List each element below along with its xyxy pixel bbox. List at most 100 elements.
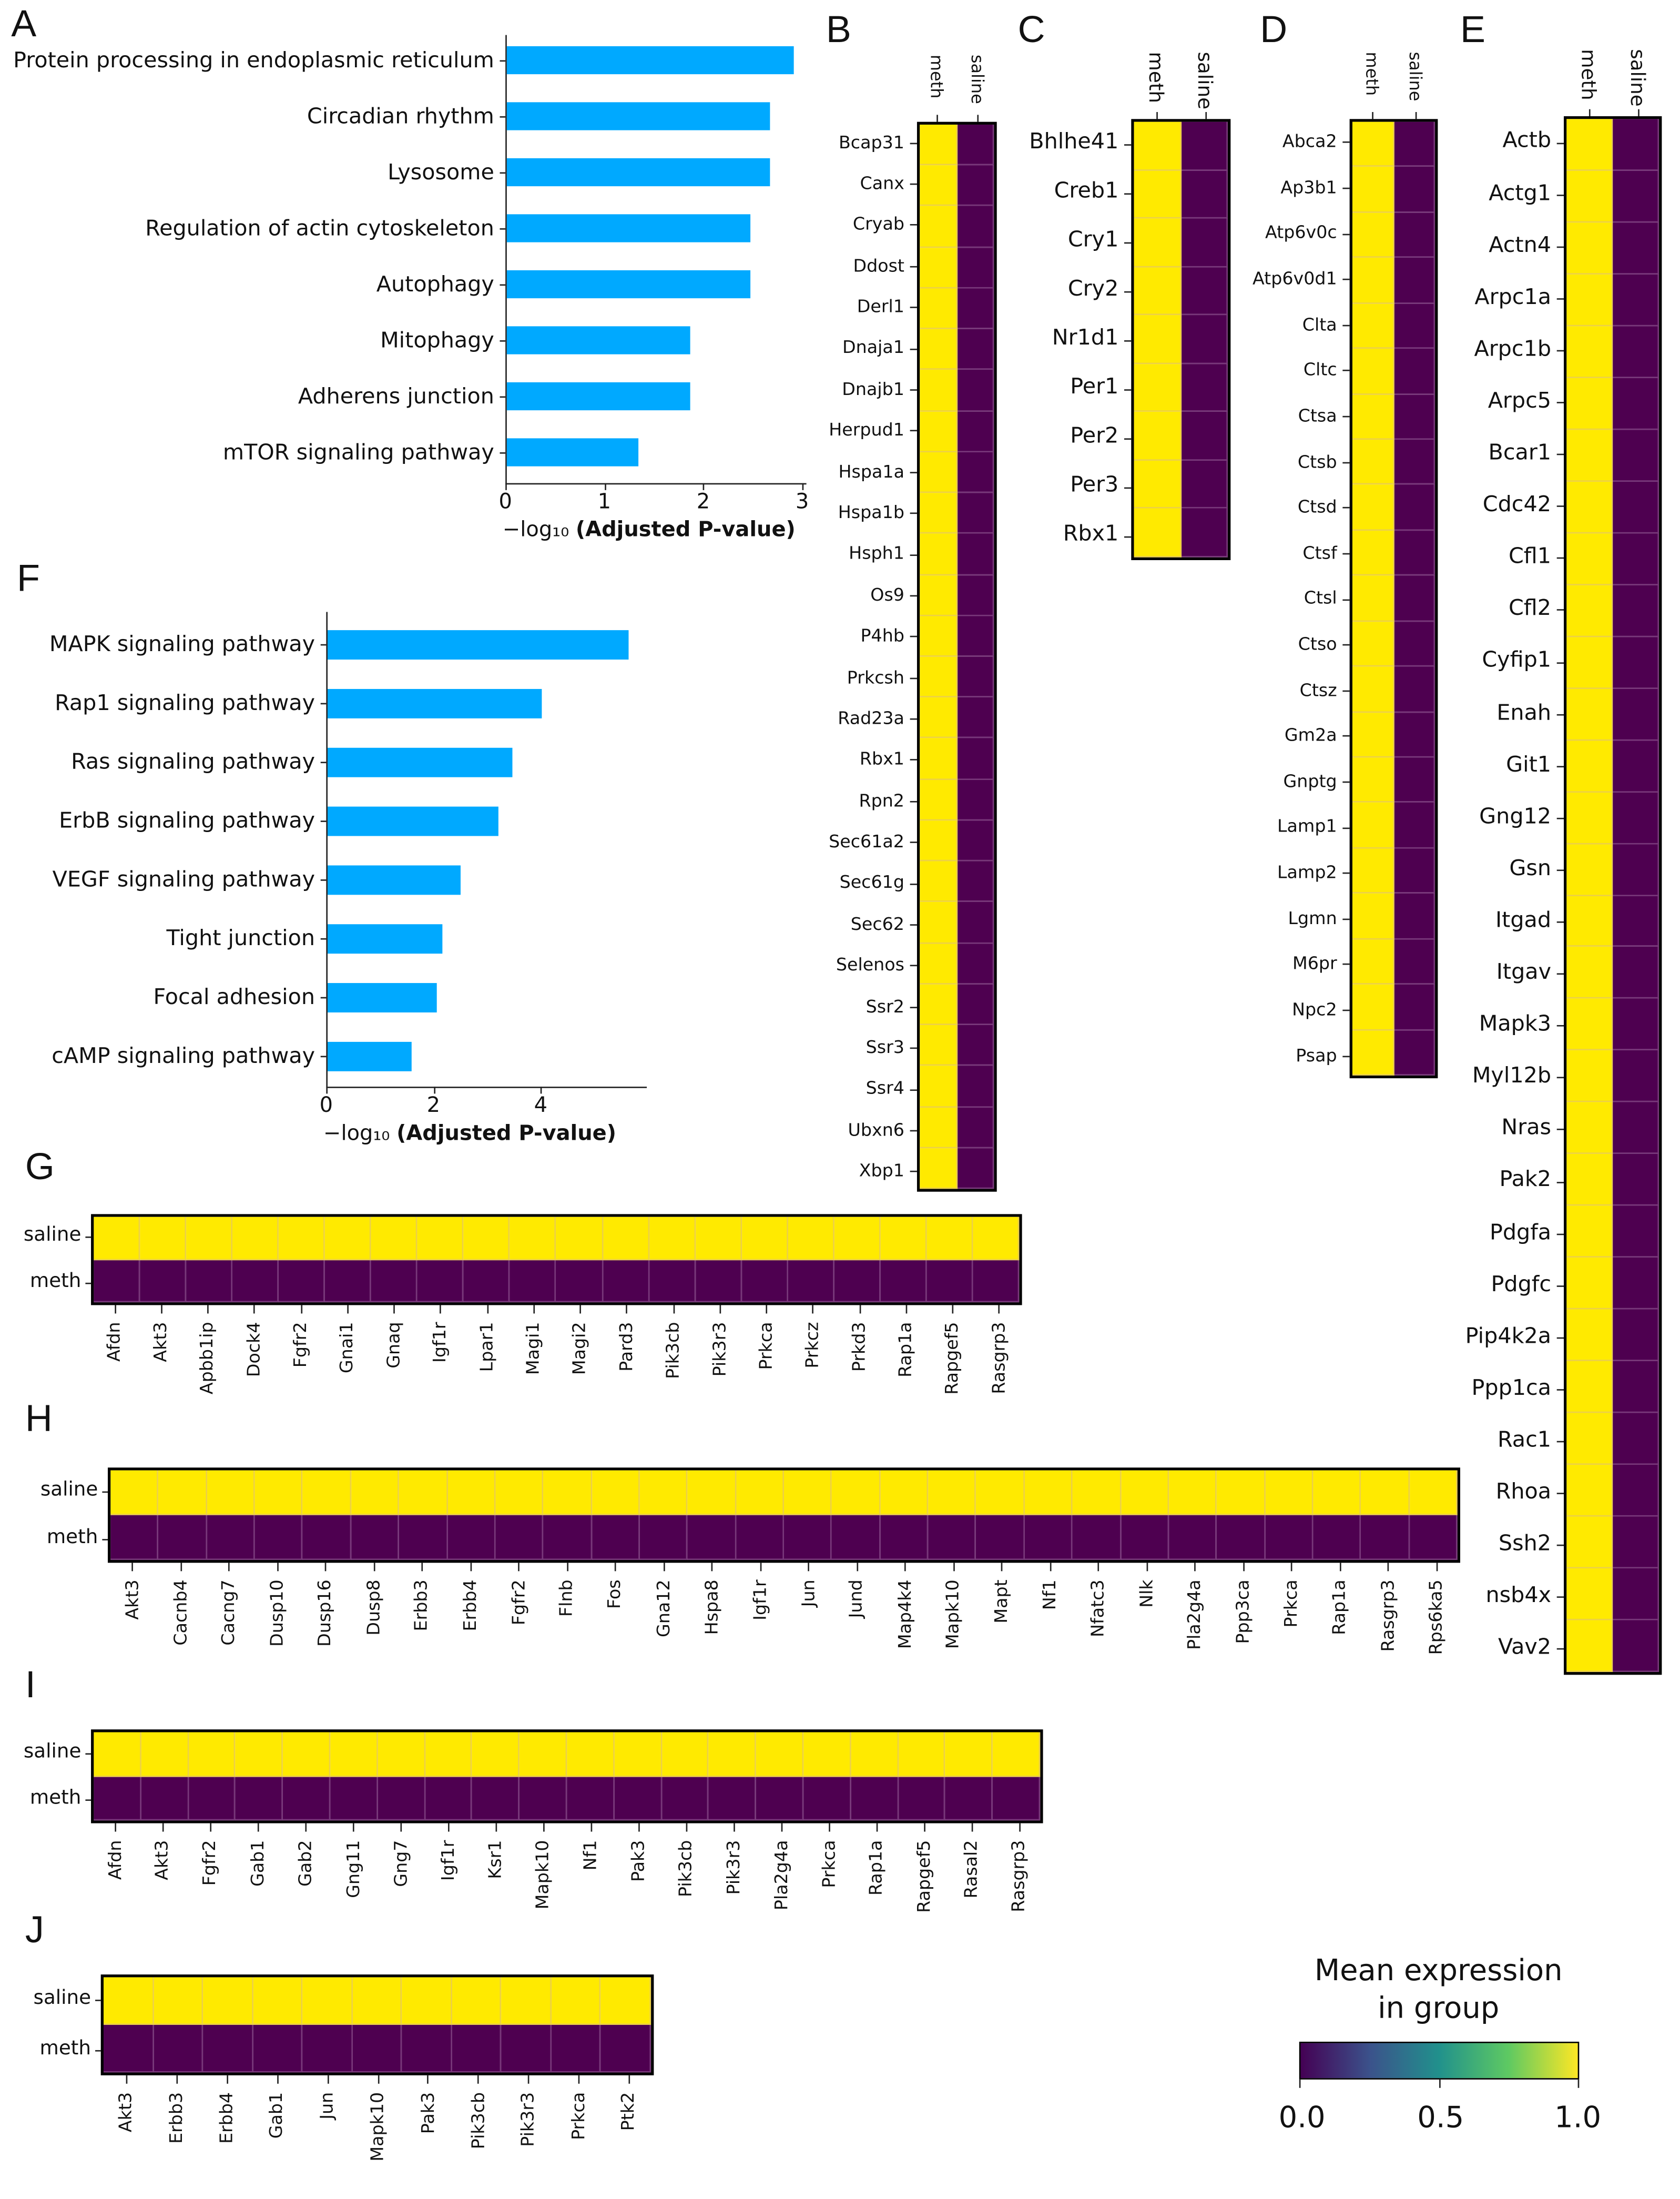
gene-label: Ctsd: [1297, 495, 1337, 517]
heatmap-cell: [1566, 895, 1613, 948]
gene-label: Os9: [870, 583, 904, 605]
gene-label: Nras: [1501, 1115, 1552, 1141]
heatmap-cell: [1613, 1516, 1659, 1569]
heatmap-j: [100, 1974, 654, 2075]
category-label: Protein processing in endoplasmic reticu…: [13, 47, 494, 73]
heatmap-cell: [926, 1259, 973, 1303]
heatmap-cell: [956, 779, 994, 821]
gene-label: Ksr1: [484, 1840, 506, 1879]
gene-label: Prkcsh: [847, 666, 904, 687]
gene-label: Per2: [1070, 423, 1119, 449]
heatmap-cell: [104, 1977, 154, 2025]
x-axis: [505, 483, 807, 485]
gene-label: Psap: [1296, 1044, 1337, 1065]
heatmap-cell: [140, 1259, 187, 1303]
heatmap-cell: [976, 1470, 1025, 1515]
heatmap-cell: [399, 1515, 447, 1560]
heatmap-cell: [1024, 1515, 1073, 1560]
heatmap-cell: [920, 984, 957, 1026]
heatmap-cell: [1613, 481, 1659, 533]
gene-label: Gnai1: [335, 1322, 357, 1374]
bar: [328, 747, 512, 777]
column-tick: [114, 1305, 116, 1314]
column-tick: [347, 1305, 349, 1314]
y-tick: [320, 879, 327, 881]
heatmap-cell: [1393, 621, 1435, 667]
heatmap-cell: [784, 1515, 832, 1560]
row-tick: [1556, 1025, 1564, 1027]
heatmap-h: [108, 1467, 1460, 1563]
panel-label-g: G: [25, 1145, 55, 1188]
gene-label: Pik3r3: [708, 1322, 729, 1377]
x-axis-label-main: (Adjusted P-value): [575, 516, 796, 542]
row-tick: [1124, 487, 1132, 488]
heatmap-cell: [158, 1515, 207, 1560]
row-tick: [910, 225, 917, 226]
bar: [328, 865, 461, 895]
heatmap-cell: [592, 1470, 640, 1515]
gene-label: Atp6v0c: [1265, 221, 1337, 243]
heatmap-cell: [110, 1470, 159, 1515]
row-tick: [910, 1047, 917, 1049]
column-tick: [1019, 1823, 1021, 1832]
column-tick: [210, 1823, 212, 1832]
heatmap-cell: [920, 452, 957, 493]
gene-label: Dock4: [242, 1322, 264, 1377]
category-label: Autophagy: [376, 271, 494, 297]
column-tick: [477, 2075, 480, 2084]
heatmap-cell: [834, 1217, 881, 1260]
gene-label: Lpar1: [475, 1322, 497, 1372]
gene-label: Rac1: [1498, 1427, 1552, 1452]
column-tick: [207, 1305, 209, 1314]
heatmap-cell: [153, 1977, 203, 2025]
gene-label: Gsn: [1509, 855, 1552, 881]
gene-label: Rasgrp3: [987, 1322, 1009, 1394]
y-tick: [320, 1056, 327, 1058]
colorbar-legend: Mean expression in group 0.0 0.5 1.0: [1260, 1953, 1624, 2150]
heatmap-cell: [551, 1977, 602, 2025]
gene-label: Pik3r3: [517, 2092, 538, 2147]
heatmap-cell: [472, 1776, 520, 1821]
heatmap-cell: [399, 1470, 447, 1515]
colorbar-tick: [1439, 2079, 1441, 2088]
gene-label: Pdgfa: [1489, 1219, 1552, 1244]
heatmap-cell: [1393, 303, 1435, 349]
heatmap-cell: [1613, 1413, 1659, 1465]
row-tick: [910, 965, 917, 967]
heatmap-cell: [1352, 894, 1394, 939]
heatmap-cell: [1393, 894, 1435, 939]
row-tick: [1342, 461, 1350, 463]
category-label: ErbB signaling pathway: [59, 808, 315, 834]
heatmap-cell: [1613, 636, 1659, 688]
heatmap-cell: [898, 1732, 946, 1777]
gene-label: Actb: [1502, 128, 1552, 154]
gene-label: Mapk3: [1479, 1011, 1552, 1037]
heatmap-cell: [1613, 895, 1659, 948]
column-tick: [673, 1305, 675, 1314]
row-tick: [95, 2000, 101, 2001]
heatmap-cell: [1393, 349, 1435, 394]
heatmap-cell: [283, 1732, 331, 1777]
y-axis: [505, 35, 507, 483]
heatmap-cell: [709, 1776, 757, 1821]
column-tick: [1146, 1563, 1148, 1572]
gene-label: Enah: [1496, 700, 1552, 725]
gene-label: Per3: [1070, 472, 1119, 498]
row-tick: [1342, 827, 1350, 829]
row-tick: [910, 883, 917, 885]
column-tick: [1050, 1563, 1051, 1572]
heatmap-cell: [920, 411, 957, 452]
row-tick: [1124, 241, 1132, 243]
heatmap-cell: [1566, 378, 1613, 430]
heatmap-cell: [425, 1732, 473, 1777]
heatmap-cell: [1352, 212, 1394, 258]
heatmap-cell: [688, 1515, 736, 1560]
row-tick: [910, 1089, 917, 1090]
column-tick: [393, 1305, 395, 1314]
bar: [506, 102, 770, 130]
gene-label: Akt3: [115, 2092, 136, 2133]
heatmap-cell: [1393, 394, 1435, 440]
column-tick: [1416, 112, 1418, 119]
gene-label: Rasgrp3: [1376, 1579, 1398, 1652]
gene-label: Pard3: [615, 1322, 636, 1372]
